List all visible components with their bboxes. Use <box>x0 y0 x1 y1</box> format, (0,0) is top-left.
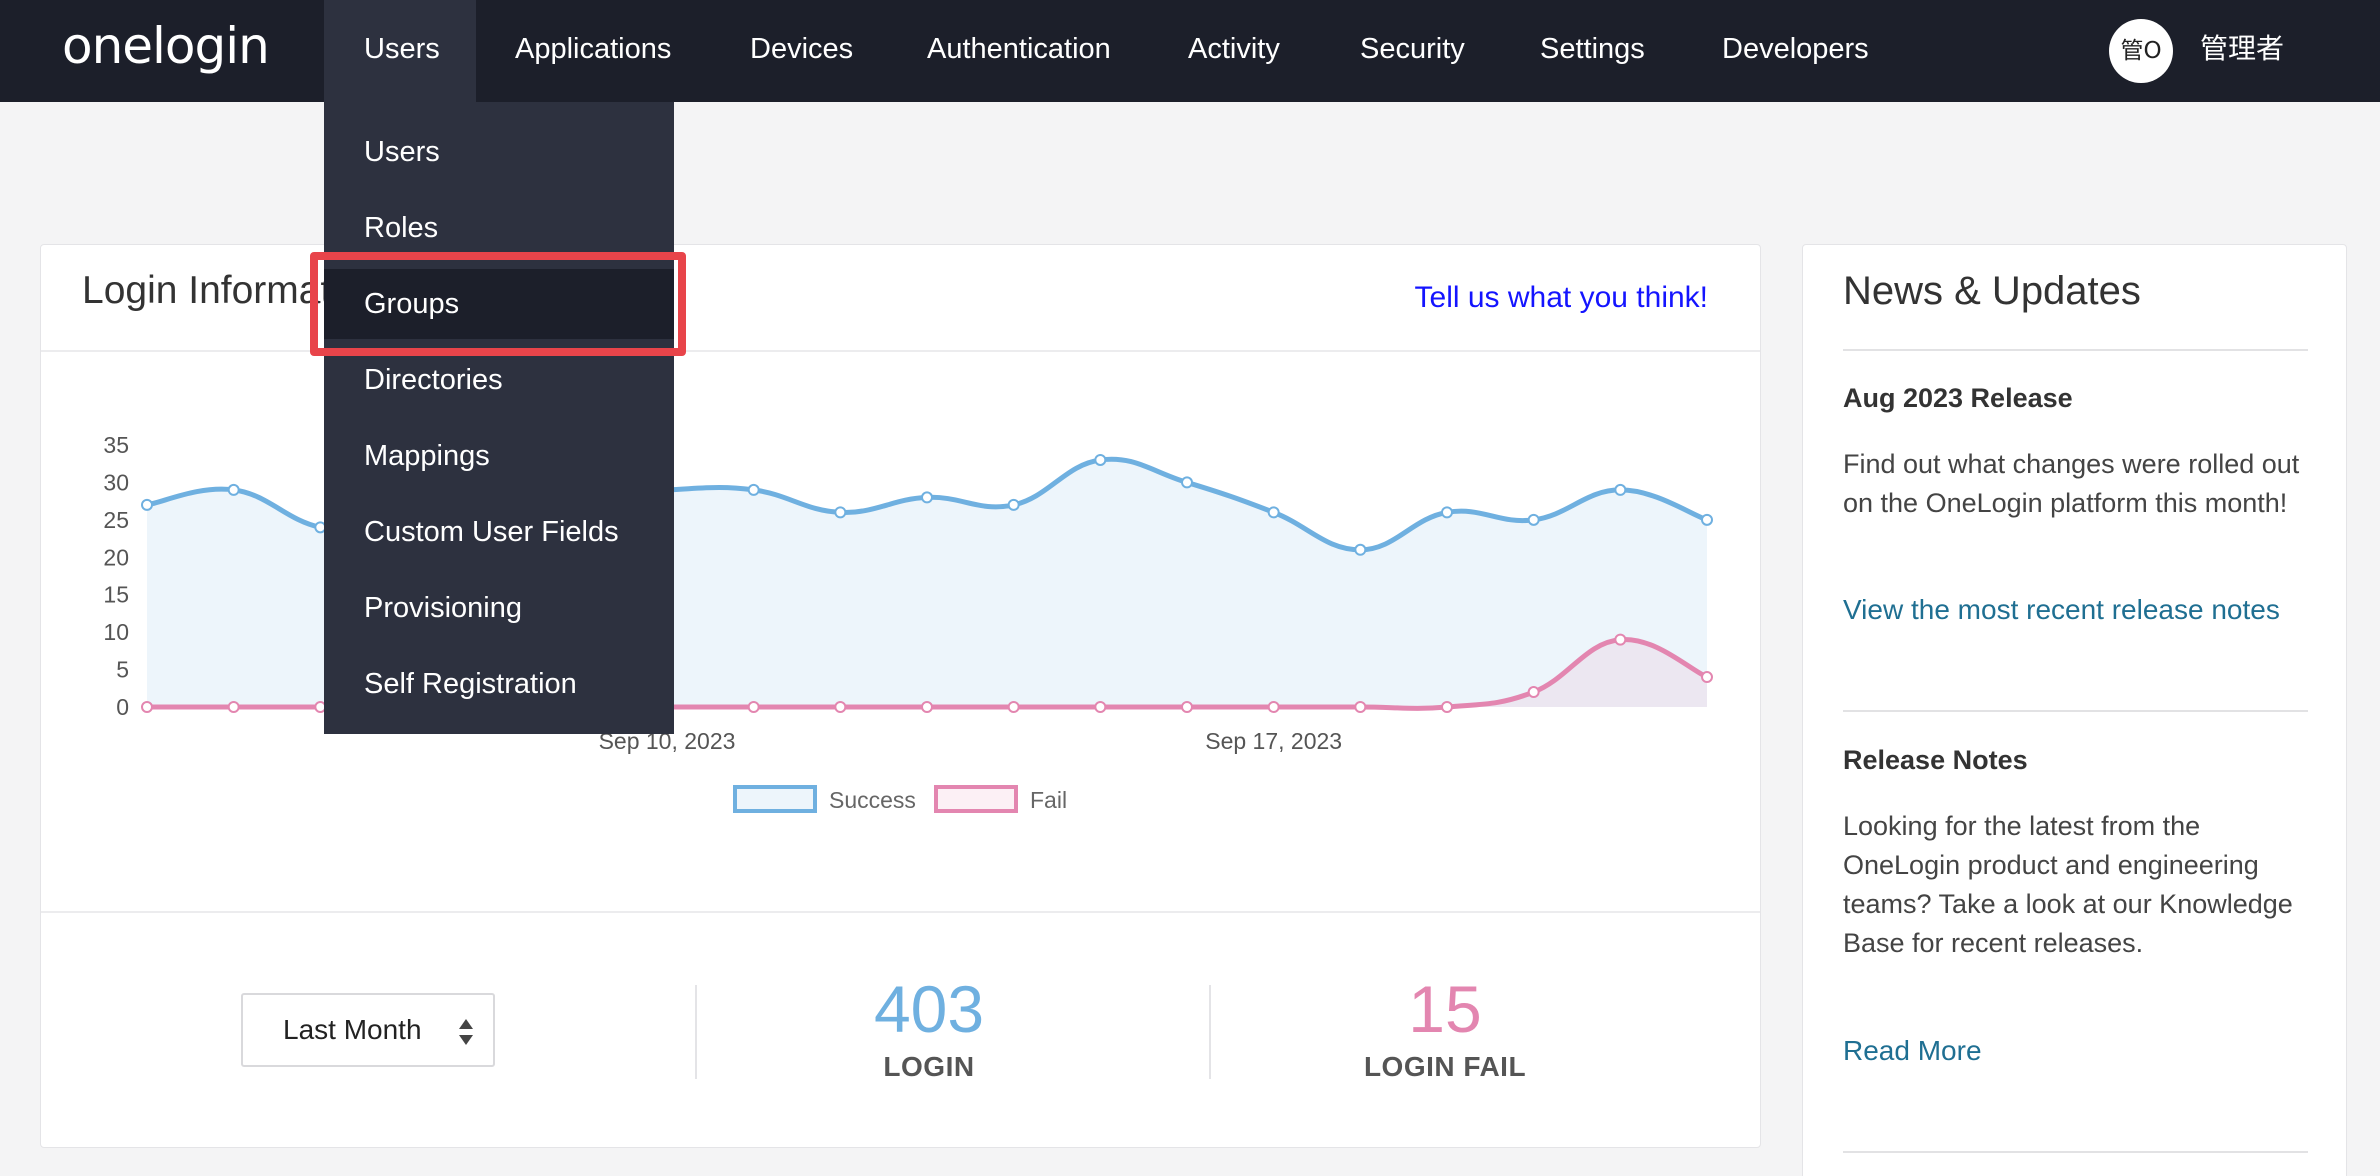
success-data-point <box>227 483 240 496</box>
release-notes-description: Looking for the latest from the OneLogin… <box>1843 811 2293 958</box>
success-data-point <box>141 498 153 511</box>
news-divider <box>1843 710 2308 712</box>
nav-developers[interactable]: Developers <box>1722 33 1869 65</box>
menu-item-provisioning[interactable]: Provisioning <box>364 592 522 624</box>
y-tick-label: 20 <box>103 544 129 570</box>
login-count: 403 <box>873 972 985 1046</box>
fail-data-point <box>227 701 240 713</box>
y-tick-label: 25 <box>103 507 129 533</box>
legend-swatch-fail <box>934 785 1018 813</box>
legend-label-success: Success <box>829 787 916 813</box>
news-title: News & Updates <box>1843 269 2141 313</box>
success-data-point <box>747 483 760 496</box>
nav-devices[interactable]: Devices <box>750 33 854 65</box>
success-data-point <box>1181 476 1193 489</box>
fail-data-point <box>1094 701 1107 713</box>
news-updates-card: News & Updates Aug 2023 Release Find out… <box>1802 244 2347 1176</box>
user-avatar[interactable]: 管O <box>2109 19 2173 83</box>
stats-separator <box>695 985 697 1079</box>
fail-data-point <box>1527 686 1540 699</box>
menu-item-self-registration[interactable]: Self Registration <box>364 668 577 700</box>
x-tick-label: Sep 17, 2023 <box>1205 728 1342 754</box>
user-name-menu[interactable]: 管理者 <box>2200 32 2285 65</box>
release-description: Find out what changes were rolled out on… <box>1843 449 2300 518</box>
success-data-point <box>1441 506 1453 519</box>
success-data-point <box>1354 543 1367 556</box>
news-divider <box>1843 1151 2308 1153</box>
success-data-point <box>1094 453 1107 466</box>
fail-data-point <box>1181 701 1193 713</box>
period-select[interactable]: Last Month <box>241 993 495 1067</box>
stats-separator <box>1209 985 1211 1079</box>
y-tick-label: 5 <box>116 657 129 683</box>
card-stats-divider <box>41 911 1760 913</box>
success-data-point <box>1267 506 1280 519</box>
release-notes-heading: Release Notes <box>1843 745 2028 775</box>
nav-applications[interactable]: Applications <box>515 33 672 65</box>
nav-authentication[interactable]: Authentication <box>927 33 1111 65</box>
y-tick-label: 30 <box>103 469 129 495</box>
fail-data-point <box>1354 701 1367 713</box>
fail-data-point <box>747 701 760 713</box>
release-heading: Aug 2023 Release <box>1843 383 2073 413</box>
y-tick-label: 0 <box>116 694 129 720</box>
groups-highlight-box <box>310 252 686 356</box>
y-tick-label: 35 <box>103 432 129 458</box>
fail-area <box>147 639 1707 709</box>
news-divider <box>1843 349 2308 351</box>
menu-item-groups[interactable]: Groups <box>324 269 674 339</box>
nav-users[interactable]: Users <box>324 0 476 102</box>
success-data-point <box>1007 498 1020 511</box>
login-label: LOGIN <box>883 1051 975 1082</box>
select-arrows-icon <box>459 1019 473 1045</box>
success-data-point <box>834 506 847 519</box>
read-more-link[interactable]: Read More <box>1843 1035 1982 1066</box>
fail-data-point <box>1701 671 1713 684</box>
fail-data-point <box>141 701 153 713</box>
period-select-value: Last Month <box>283 1014 422 1045</box>
menu-item-custom-user-fields[interactable]: Custom User Fields <box>364 516 619 548</box>
nav-activity[interactable]: Activity <box>1188 33 1280 65</box>
users-dropdown-menu: Users Roles Groups Directories Mappings … <box>324 102 674 734</box>
legend-swatch-success <box>733 785 817 813</box>
card-header-divider <box>41 350 1760 352</box>
success-data-point <box>921 491 933 504</box>
feedback-link[interactable]: Tell us what you think! <box>1414 281 1708 314</box>
fail-data-point <box>1267 701 1280 713</box>
login-information-card: Login Information Tell us what you think… <box>40 244 1761 1148</box>
fail-data-point <box>921 701 933 713</box>
fail-data-point <box>1441 701 1453 713</box>
menu-item-roles[interactable]: Roles <box>364 212 439 244</box>
onelogin-logo[interactable]: onelogin <box>62 17 270 75</box>
nav-security[interactable]: Security <box>1360 33 1465 65</box>
login-fail-count: 15 <box>1408 972 1482 1046</box>
release-notes-link[interactable]: View the most recent release notes <box>1843 594 2280 625</box>
fail-data-point <box>1614 633 1627 646</box>
menu-item-users[interactable]: Users <box>364 136 440 168</box>
login-fail-label: LOGIN FAIL <box>1363 1051 1527 1082</box>
y-tick-label: 15 <box>103 582 129 608</box>
success-data-point <box>1701 513 1713 526</box>
top-navigation-bar: onelogin Users Applications Devices Auth… <box>0 0 2380 102</box>
menu-item-mappings[interactable]: Mappings <box>364 440 490 472</box>
nav-settings[interactable]: Settings <box>1540 33 1645 65</box>
fail-data-point <box>1007 701 1020 713</box>
y-tick-label: 10 <box>103 619 129 645</box>
fail-data-point <box>834 701 847 713</box>
success-data-point <box>1527 513 1540 526</box>
success-data-point <box>1614 483 1627 496</box>
legend-label-fail: Fail <box>1030 787 1067 813</box>
menu-item-directories[interactable]: Directories <box>364 364 503 396</box>
